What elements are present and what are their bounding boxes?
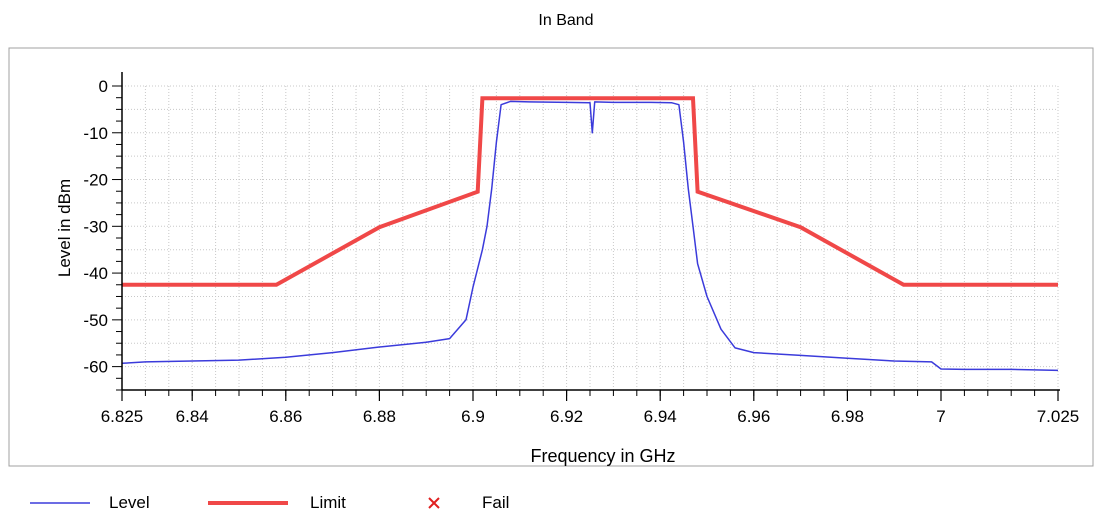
chart-area: In Band 0 -10 -20 -30 -40 -50 -60 6.825 6.84 6.86… <box>8 12 1094 467</box>
axes <box>112 72 1060 401</box>
legend-item-level: Level <box>30 488 150 517</box>
legend-label-level: Level <box>109 492 150 512</box>
x-tick-label: 6.84 <box>176 407 209 426</box>
y-tick-label: -40 <box>83 264 108 283</box>
legend-item-limit: Limit <box>208 488 346 517</box>
x-tick-label: 7 <box>936 407 945 426</box>
legend-swatch-limit <box>208 500 288 505</box>
y-tick-label: 0 <box>99 77 108 96</box>
series-limit-line <box>122 96 1058 287</box>
y-tick-label: -20 <box>83 171 108 190</box>
x-tick-label: 6.98 <box>831 407 864 426</box>
chart-border <box>8 47 1094 467</box>
legend-item-fail: Fail <box>424 488 509 517</box>
y-tick-label: -60 <box>83 358 108 377</box>
legend-label-limit: Limit <box>310 492 346 512</box>
x-tick-label: 6.96 <box>737 407 770 426</box>
x-tick-label: 6.92 <box>550 407 583 426</box>
x-tick-label: 6.825 <box>101 407 144 426</box>
y-tick-label: -50 <box>83 311 108 330</box>
y-axis-label: Level in dBm <box>55 179 74 277</box>
legend: Level Limit Fail <box>0 488 1102 517</box>
x-tick-label: 6.88 <box>363 407 396 426</box>
x-tick-label: 7.025 <box>1037 407 1080 426</box>
legend-swatch-level <box>30 501 90 504</box>
x-tick-label: 6.9 <box>461 407 485 426</box>
x-axis-label: Frequency in GHz <box>530 446 675 466</box>
series-group <box>121 96 1059 372</box>
series-level-line <box>121 100 1059 372</box>
tick-labels: 0-10-20-30-40-50-606.825 6.84 6.86 6.88 6.9 6… <box>83 77 1079 426</box>
x-tick-label: 6.86 <box>269 407 302 426</box>
y-tick-label: -30 <box>83 217 108 236</box>
chart-title: In Band <box>538 12 593 29</box>
fail-marker-icon <box>428 496 440 509</box>
legend-label-fail: Fail <box>482 492 510 512</box>
y-tick-label: -10 <box>83 124 108 143</box>
x-tick-label: 6.94 <box>644 407 677 426</box>
